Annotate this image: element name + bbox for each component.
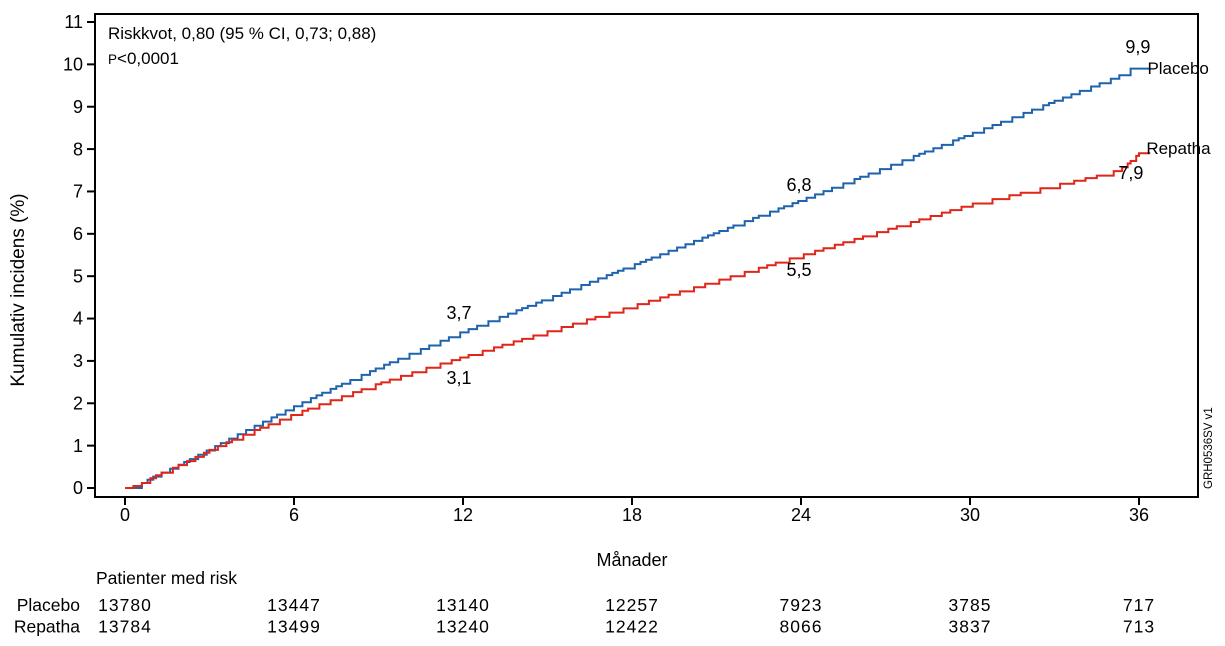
x-tick-label: 12 <box>453 505 473 525</box>
plot-frame <box>94 13 1199 498</box>
risk-table-title: Patienter med risk <box>96 568 237 588</box>
y-tick-label: 8 <box>73 139 83 159</box>
risk-value-placebo-m18: 12257 <box>605 595 659 615</box>
survival-curves <box>125 67 1151 489</box>
placebo-label: 9,9 <box>1125 37 1150 57</box>
repatha-label: 5,5 <box>787 260 812 280</box>
y-tick-label: 5 <box>73 266 83 286</box>
risk-row-label-repatha: Repatha <box>14 617 80 637</box>
risk-value-repatha-m24: 8066 <box>780 617 823 637</box>
y-tick-label: 7 <box>73 182 83 202</box>
risk-value-repatha-m18: 12422 <box>605 617 659 637</box>
risk-value-placebo-m0: 13780 <box>98 595 152 615</box>
y-tick-label: 0 <box>73 478 83 498</box>
risk-value-placebo-m30: 3785 <box>949 595 992 615</box>
x-tick-label: 36 <box>1129 505 1149 525</box>
x-tick-label: 30 <box>960 505 980 525</box>
p-value-annotation: P<0,0001 <box>108 49 179 68</box>
repatha-label: 7,9 <box>1118 163 1143 183</box>
risk-value-repatha-m36: 713 <box>1123 617 1155 637</box>
risk-row-label-placebo: Placebo <box>17 595 80 615</box>
hazard-ratio-annotation: Riskkvot, 0,80 (95 % CI, 0,73; 0,88) <box>108 24 376 43</box>
p-value-prefix: P <box>108 52 117 67</box>
y-tick-label: 2 <box>73 393 83 413</box>
x-tick-label: 0 <box>120 505 130 525</box>
risk-value-repatha-m12: 13240 <box>436 617 490 637</box>
risk-value-repatha-m30: 3837 <box>949 617 992 637</box>
y-tick-label: 6 <box>73 224 83 244</box>
repatha-curve <box>125 152 1151 489</box>
risk-value-placebo-m6: 13447 <box>267 595 321 615</box>
y-tick-label: 9 <box>73 97 83 117</box>
placebo-label: 3,7 <box>447 303 472 323</box>
risk-table-values: 13780 13447 13140 12257 7923 3785 717 13784 1349… <box>98 595 1155 637</box>
repatha-label: Repatha <box>1146 139 1211 158</box>
y-tick-label: 11 <box>64 12 83 32</box>
y-tick-label: 3 <box>73 351 83 371</box>
x-tick-label: 24 <box>791 505 811 525</box>
figure-code-vertical: GRH0536SV v1 <box>1203 407 1215 489</box>
x-tick-label: 18 <box>622 505 642 525</box>
placebo-label: Placebo <box>1147 59 1208 78</box>
placebo-curve <box>125 67 1151 489</box>
y-axis-title: Kumulativ incidens (%) <box>8 193 29 386</box>
risk-value-repatha-m0: 13784 <box>98 617 152 637</box>
risk-value-placebo-m24: 7923 <box>780 595 823 615</box>
p-value-number: <0,0001 <box>117 49 179 68</box>
risk-value-repatha-m6: 13499 <box>267 617 321 637</box>
x-tick-label: 6 <box>289 505 299 525</box>
placebo-label: 6,8 <box>787 175 812 195</box>
y-tick-label: 1 <box>73 436 83 456</box>
y-tick-label: 4 <box>73 309 83 329</box>
x-axis-title: Månader <box>596 550 667 570</box>
repatha-label: 3,1 <box>447 368 472 388</box>
y-tick-label: 10 <box>63 55 83 75</box>
risk-value-placebo-m12: 13140 <box>436 595 490 615</box>
risk-value-placebo-m36: 717 <box>1123 595 1155 615</box>
